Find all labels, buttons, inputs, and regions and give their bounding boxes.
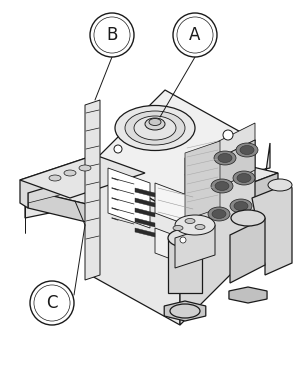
Circle shape bbox=[173, 13, 217, 57]
Ellipse shape bbox=[195, 224, 205, 229]
Ellipse shape bbox=[211, 179, 233, 193]
Ellipse shape bbox=[79, 165, 91, 171]
Ellipse shape bbox=[268, 179, 292, 191]
Text: B: B bbox=[106, 26, 118, 44]
Polygon shape bbox=[90, 165, 180, 325]
Ellipse shape bbox=[175, 215, 215, 235]
Polygon shape bbox=[180, 140, 255, 325]
Polygon shape bbox=[25, 143, 270, 250]
Circle shape bbox=[30, 281, 74, 325]
Ellipse shape bbox=[49, 175, 61, 181]
Ellipse shape bbox=[149, 118, 161, 126]
Ellipse shape bbox=[115, 105, 195, 151]
Polygon shape bbox=[164, 301, 206, 321]
Ellipse shape bbox=[212, 210, 226, 218]
Ellipse shape bbox=[134, 116, 176, 140]
Polygon shape bbox=[85, 100, 100, 280]
Polygon shape bbox=[108, 168, 150, 228]
Ellipse shape bbox=[236, 143, 258, 157]
Polygon shape bbox=[135, 208, 155, 217]
Polygon shape bbox=[155, 228, 195, 268]
Polygon shape bbox=[230, 218, 265, 283]
Polygon shape bbox=[28, 143, 278, 220]
Ellipse shape bbox=[233, 171, 255, 185]
Ellipse shape bbox=[240, 146, 254, 154]
Polygon shape bbox=[135, 188, 155, 197]
Polygon shape bbox=[90, 90, 255, 215]
Circle shape bbox=[90, 13, 134, 57]
Ellipse shape bbox=[185, 218, 195, 224]
Ellipse shape bbox=[173, 226, 183, 231]
Ellipse shape bbox=[234, 201, 248, 211]
Circle shape bbox=[114, 145, 122, 153]
Polygon shape bbox=[20, 155, 95, 208]
Polygon shape bbox=[135, 198, 155, 207]
Ellipse shape bbox=[125, 111, 185, 145]
Polygon shape bbox=[185, 141, 220, 220]
Ellipse shape bbox=[237, 173, 251, 183]
Text: A: A bbox=[189, 26, 201, 44]
Polygon shape bbox=[28, 190, 153, 238]
Polygon shape bbox=[175, 225, 215, 268]
Text: C: C bbox=[46, 294, 58, 312]
Polygon shape bbox=[185, 140, 255, 205]
Polygon shape bbox=[153, 173, 278, 238]
Polygon shape bbox=[155, 183, 195, 228]
Ellipse shape bbox=[145, 118, 165, 130]
Polygon shape bbox=[135, 218, 155, 227]
Circle shape bbox=[34, 285, 70, 321]
Ellipse shape bbox=[230, 199, 252, 213]
Ellipse shape bbox=[231, 210, 265, 226]
Polygon shape bbox=[20, 155, 145, 198]
Circle shape bbox=[177, 17, 213, 53]
Ellipse shape bbox=[218, 154, 232, 162]
Circle shape bbox=[94, 17, 130, 53]
Polygon shape bbox=[135, 228, 155, 237]
Polygon shape bbox=[185, 123, 255, 175]
Circle shape bbox=[180, 237, 186, 243]
Ellipse shape bbox=[214, 151, 236, 165]
Polygon shape bbox=[28, 173, 95, 203]
Polygon shape bbox=[229, 287, 267, 303]
Polygon shape bbox=[168, 238, 202, 293]
Circle shape bbox=[223, 130, 233, 140]
Polygon shape bbox=[252, 183, 292, 275]
Ellipse shape bbox=[64, 170, 76, 176]
Ellipse shape bbox=[170, 304, 200, 318]
Ellipse shape bbox=[215, 182, 229, 190]
Ellipse shape bbox=[168, 229, 202, 247]
Ellipse shape bbox=[208, 207, 230, 221]
